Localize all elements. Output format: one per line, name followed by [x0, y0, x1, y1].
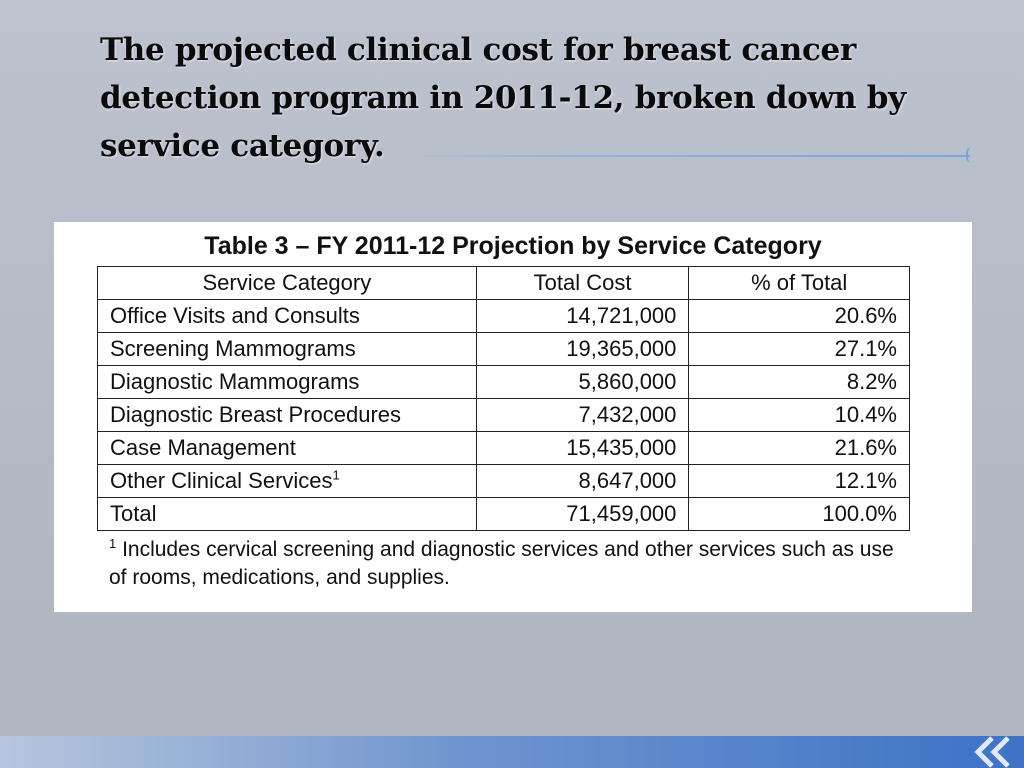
row-percent: 100.0%: [688, 497, 910, 531]
row-cost: 7,432,000: [475, 398, 690, 432]
header-service-category: Service Category: [97, 266, 477, 300]
table-row: Case Management 15,435,000 21.6%: [97, 431, 910, 465]
row-percent: 8.2%: [688, 365, 910, 399]
table-caption: Table 3 – FY 2011-12 Projection by Servi…: [204, 232, 822, 260]
table-footnote: 1 Includes cervical screening and diagno…: [109, 536, 909, 592]
row-percent: 12.1%: [688, 464, 910, 498]
row-category: Diagnostic Mammograms: [97, 365, 477, 399]
row-category: Other Clinical Services: [110, 468, 333, 493]
row-percent: 20.6%: [688, 299, 910, 333]
row-cost: 5,860,000: [475, 365, 690, 399]
row-cost: 15,435,000: [475, 431, 690, 465]
table-row: Screening Mammograms 19,365,000 27.1%: [97, 332, 910, 366]
footnote-marker: 1: [332, 467, 340, 483]
row-cost: 8,647,000: [475, 464, 690, 498]
row-category: Screening Mammograms: [97, 332, 477, 366]
row-cost: 71,459,000: [475, 497, 690, 531]
title-underline: [400, 155, 970, 157]
slide-title: The projected clinical cost for breast c…: [100, 32, 906, 164]
cost-table: Service Category Total Cost % of Total O…: [97, 266, 910, 531]
table-row: Diagnostic Mammograms 5,860,000 8.2%: [97, 365, 910, 399]
row-percent: 10.4%: [688, 398, 910, 432]
row-category: Case Management: [97, 431, 477, 465]
row-category: Total: [97, 497, 477, 531]
footnote-mark: 1: [109, 536, 117, 551]
title-underline-cap: [966, 147, 974, 163]
table-row: Diagnostic Breast Procedures 7,432,000 1…: [97, 398, 910, 432]
row-category-cell: Other Clinical Services1: [97, 464, 477, 498]
footer-bar: [0, 736, 1024, 768]
row-cost: 19,365,000: [475, 332, 690, 366]
row-cost: 14,721,000: [475, 299, 690, 333]
header-percent-of-total: % of Total: [688, 266, 910, 300]
row-percent: 21.6%: [688, 431, 910, 465]
table-total-row: Total 71,459,000 100.0%: [97, 497, 910, 531]
footnote-text: Includes cervical screening and diagnost…: [109, 538, 894, 589]
table-image: Table 3 – FY 2011-12 Projection by Servi…: [54, 222, 972, 612]
row-category: Office Visits and Consults: [97, 299, 477, 333]
table-row: Other Clinical Services1 8,647,000 12.1%: [97, 464, 910, 498]
row-percent: 27.1%: [688, 332, 910, 366]
row-category: Diagnostic Breast Procedures: [97, 398, 477, 432]
table-header-row: Service Category Total Cost % of Total: [97, 266, 910, 300]
table-row: Office Visits and Consults 14,721,000 20…: [97, 299, 910, 333]
header-total-cost: Total Cost: [475, 266, 690, 300]
double-chevron-left-icon: [974, 736, 1010, 768]
